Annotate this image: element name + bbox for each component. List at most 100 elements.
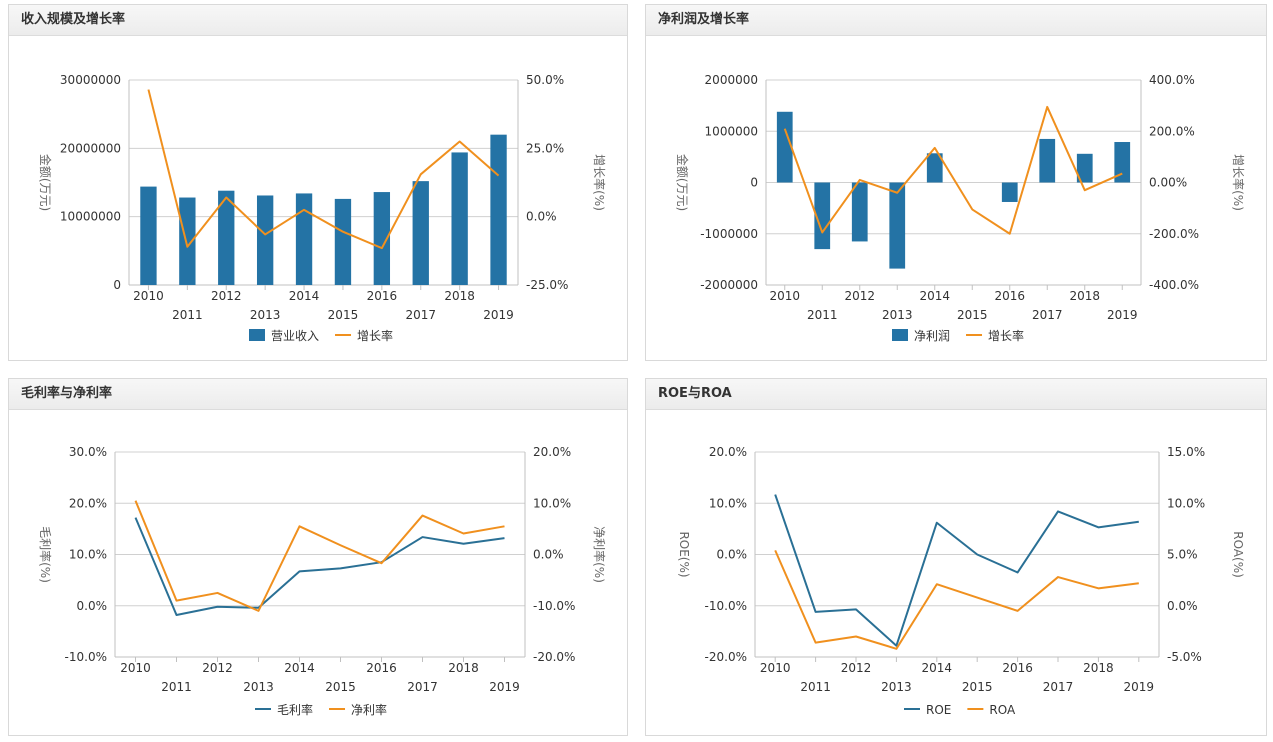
line-point[interactable] bbox=[256, 608, 261, 613]
legend-label[interactable]: ROA bbox=[989, 703, 1016, 717]
legend-label[interactable]: ROE bbox=[926, 703, 951, 717]
line-point[interactable] bbox=[932, 145, 937, 150]
bar[interactable] bbox=[295, 193, 313, 285]
bar[interactable] bbox=[412, 181, 429, 285]
revenue-chart-panel: 收入规模及增长率 0 10000000 20000000 30000000 -25.0%… bbox=[8, 4, 628, 361]
line-point[interactable] bbox=[174, 612, 179, 617]
line-point[interactable] bbox=[174, 598, 179, 603]
bar[interactable] bbox=[140, 186, 157, 285]
line-point[interactable] bbox=[813, 640, 818, 645]
line-point[interactable] bbox=[338, 566, 343, 571]
line-point[interactable] bbox=[215, 604, 220, 609]
line-point[interactable] bbox=[1096, 586, 1101, 591]
line-point[interactable] bbox=[418, 172, 423, 177]
bar[interactable] bbox=[1039, 138, 1056, 183]
series-line[interactable] bbox=[783, 105, 1123, 235]
bar[interactable] bbox=[926, 153, 943, 183]
bar[interactable] bbox=[814, 182, 831, 250]
bar[interactable] bbox=[776, 111, 793, 183]
line-point[interactable] bbox=[854, 634, 859, 639]
line-point[interactable] bbox=[215, 590, 220, 595]
line-point[interactable] bbox=[970, 207, 975, 212]
series-line[interactable] bbox=[134, 517, 505, 616]
panel-title: 毛利率与净利率 bbox=[9, 379, 627, 410]
line-point[interactable] bbox=[502, 524, 507, 529]
line-point[interactable] bbox=[461, 541, 466, 546]
line-point[interactable] bbox=[133, 498, 138, 503]
bar[interactable] bbox=[889, 182, 906, 269]
line-point[interactable] bbox=[1015, 570, 1020, 575]
y-axis-title: ROE(%) bbox=[677, 531, 691, 577]
line-point[interactable] bbox=[895, 190, 900, 195]
line-point[interactable] bbox=[1136, 519, 1141, 524]
legend-label[interactable]: 增长率 bbox=[357, 328, 393, 343]
line-point[interactable] bbox=[854, 607, 859, 612]
line-point[interactable] bbox=[773, 548, 778, 553]
bar[interactable] bbox=[373, 192, 391, 285]
line-point[interactable] bbox=[1015, 608, 1020, 613]
line-point[interactable] bbox=[1056, 509, 1061, 514]
line-point[interactable] bbox=[975, 552, 980, 557]
series-line[interactable] bbox=[774, 549, 1139, 650]
line-point[interactable] bbox=[782, 126, 787, 131]
line-point[interactable] bbox=[297, 569, 302, 574]
line-point[interactable] bbox=[379, 246, 384, 251]
line-point[interactable] bbox=[1120, 171, 1125, 176]
line-point[interactable] bbox=[340, 229, 345, 234]
line-point[interactable] bbox=[185, 244, 190, 249]
legend-label[interactable]: 净利润 bbox=[914, 329, 950, 343]
legend-label[interactable]: 毛利率 bbox=[277, 702, 313, 717]
line-point[interactable] bbox=[1045, 104, 1050, 109]
line-point[interactable] bbox=[894, 646, 899, 651]
x-tick-label: 2013 bbox=[250, 308, 281, 322]
legend-label[interactable]: 净利率 bbox=[351, 702, 387, 717]
line-point[interactable] bbox=[420, 535, 425, 540]
line-point[interactable] bbox=[820, 230, 825, 235]
legend-swatch bbox=[249, 329, 265, 341]
x-tick-label: 2012 bbox=[844, 289, 875, 303]
line-point[interactable] bbox=[496, 173, 501, 178]
line-point[interactable] bbox=[813, 609, 818, 614]
line-point[interactable] bbox=[338, 543, 343, 548]
bar[interactable] bbox=[851, 182, 868, 242]
line-point[interactable] bbox=[297, 524, 302, 529]
line-point[interactable] bbox=[461, 531, 466, 536]
line-point[interactable] bbox=[1056, 575, 1061, 580]
y-tick-label: 30000000 bbox=[60, 73, 121, 87]
series-line[interactable] bbox=[774, 494, 1139, 647]
bar[interactable] bbox=[334, 198, 352, 285]
series-line[interactable] bbox=[134, 500, 505, 612]
bar[interactable] bbox=[490, 134, 507, 285]
x-tick-label: 2014 bbox=[284, 661, 315, 675]
line-point[interactable] bbox=[773, 492, 778, 497]
line-point[interactable] bbox=[146, 87, 151, 92]
bar[interactable] bbox=[179, 197, 196, 285]
series-line[interactable] bbox=[147, 89, 500, 250]
y-right-tick-label: 20.0% bbox=[533, 445, 571, 459]
line-point[interactable] bbox=[502, 536, 507, 541]
line-point[interactable] bbox=[934, 520, 939, 525]
legend-label[interactable]: 增长率 bbox=[988, 328, 1024, 343]
line-point[interactable] bbox=[1136, 581, 1141, 586]
bar[interactable] bbox=[1114, 142, 1131, 183]
line-point[interactable] bbox=[302, 207, 307, 212]
line-point[interactable] bbox=[975, 595, 980, 600]
bar[interactable] bbox=[1076, 153, 1093, 183]
line-point[interactable] bbox=[420, 513, 425, 518]
legend-label[interactable]: 营业收入 bbox=[271, 329, 319, 343]
line-point[interactable] bbox=[263, 232, 268, 237]
bar[interactable] bbox=[1001, 182, 1018, 202]
bar[interactable] bbox=[218, 190, 235, 285]
line-point[interactable] bbox=[1007, 231, 1012, 236]
line-point[interactable] bbox=[457, 139, 462, 144]
y-right-tick-label: -400.0% bbox=[1149, 278, 1199, 292]
line-point[interactable] bbox=[934, 582, 939, 587]
line-point[interactable] bbox=[1096, 525, 1101, 530]
bar[interactable] bbox=[256, 195, 274, 285]
line-point[interactable] bbox=[857, 177, 862, 182]
line-point[interactable] bbox=[379, 561, 384, 566]
line-point[interactable] bbox=[1082, 188, 1087, 193]
line-point[interactable] bbox=[224, 195, 229, 200]
line-point[interactable] bbox=[133, 515, 138, 520]
bar[interactable] bbox=[451, 152, 468, 285]
